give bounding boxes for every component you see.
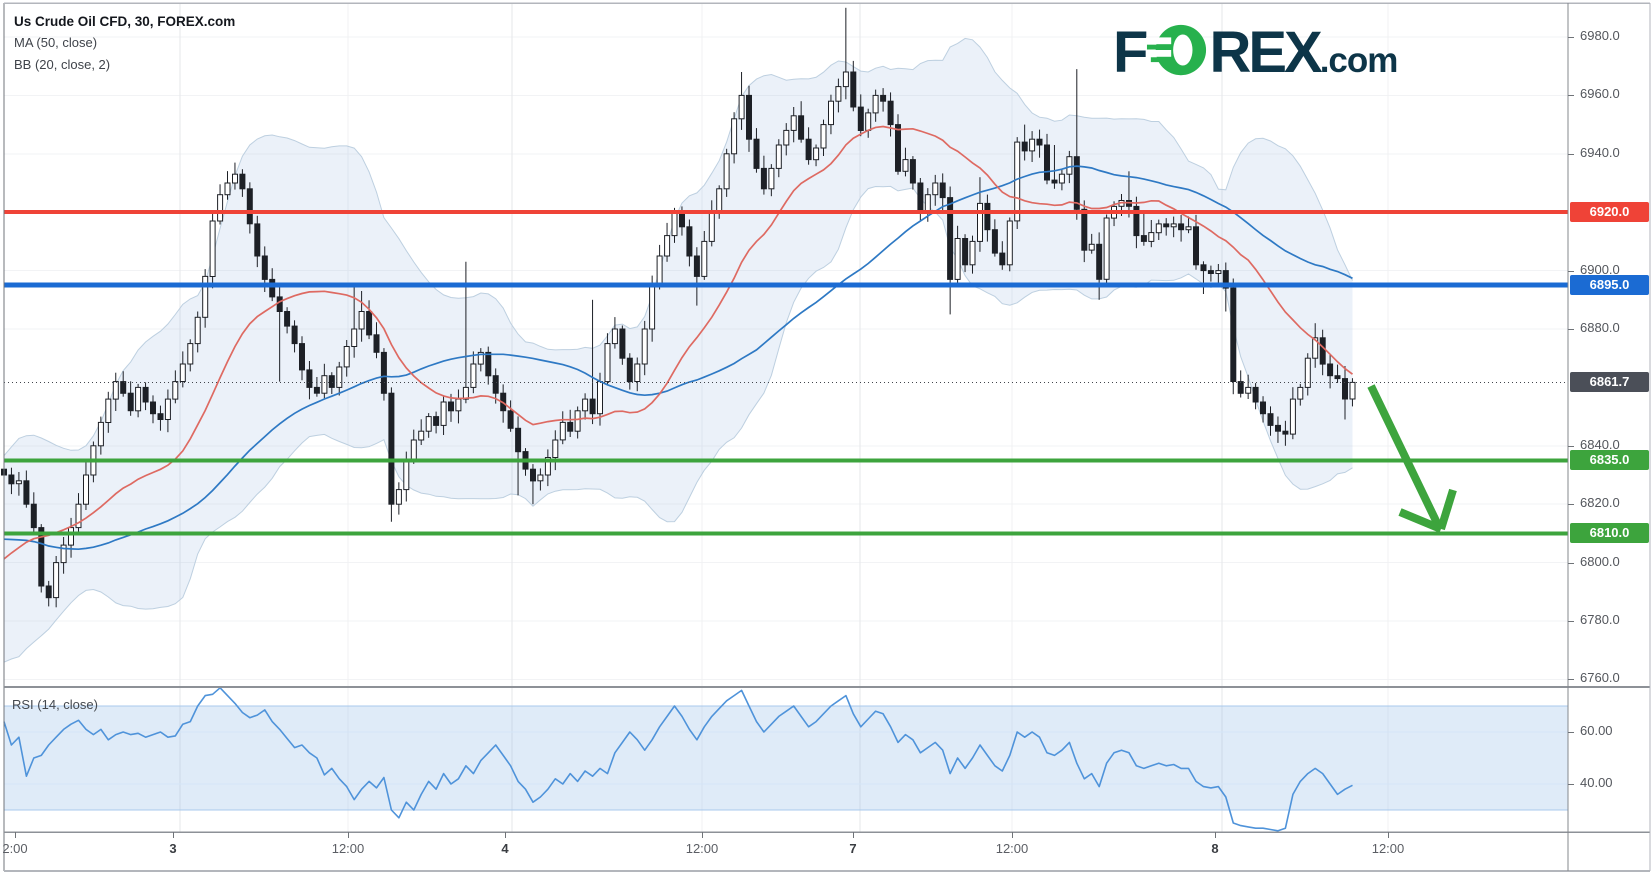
time-tickmark [1388, 832, 1389, 838]
price-tickmark [1568, 95, 1574, 97]
forex-logo: F REX .com [1113, 19, 1399, 85]
time-tickmark [15, 832, 16, 838]
rsi-tickmark [1568, 732, 1574, 733]
horizontal-level-lines[interactable] [4, 210, 1568, 536]
symbol-title: Us Crude Oil CFD, 30, FOREX.com [14, 14, 236, 29]
time-tickmark [348, 832, 349, 838]
legend: Us Crude Oil CFD, 30, FOREX.com MA (50, … [14, 12, 235, 76]
time-label-12:00: 12:00 [685, 841, 719, 856]
time-tickmark [1012, 832, 1013, 838]
time-label-3: 3 [169, 841, 177, 856]
price-tick-6820.0: 6820.0 [1580, 495, 1620, 511]
logo-letter-f: F [1113, 19, 1148, 85]
price-tick-6900.0: 6900.0 [1580, 261, 1620, 277]
price-tickmark [1568, 270, 1574, 272]
price-tickmark [1568, 679, 1574, 681]
down-arrow-annotation[interactable] [1367, 384, 1457, 533]
price-tick-6800.0: 6800.0 [1580, 553, 1620, 569]
price-label-blue-6895.0: 6895.0 [1570, 275, 1649, 296]
logo-com: .com [1319, 41, 1399, 80]
price-tickmark [1568, 329, 1574, 330]
last-price-label: 6861.7 [1570, 372, 1649, 393]
price-tick-6840.0: 6840.0 [1580, 436, 1620, 452]
time-label-4: 4 [501, 841, 509, 856]
rsi-plot [3, 686, 1568, 832]
price-tick-6760.0: 6760.0 [1580, 670, 1620, 686]
time-tickmark [505, 832, 506, 838]
price-tickmark [1568, 621, 1574, 622]
price-tick-6940.0: 6940.0 [1580, 144, 1620, 160]
time-label-12:00: 12:00 [331, 841, 365, 856]
price-tickmark [1568, 562, 1574, 564]
pane-borders [3, 2, 1651, 872]
time-tickmark [702, 832, 703, 838]
price-tickmark [1568, 445, 1574, 447]
time-label-12:00: 12:00 [995, 841, 1029, 856]
price-tick-6980.0: 6980.0 [1580, 28, 1620, 43]
logo-letters-rex: REX [1209, 19, 1322, 85]
rsi-label: RSI (14, close) [12, 697, 98, 712]
price-label-green-6835.0: 6835.0 [1570, 450, 1649, 471]
time-tickmark [853, 832, 854, 838]
logo-o-icon [1145, 22, 1209, 83]
price-label-red-6920.0: 6920.0 [1570, 202, 1649, 223]
rsi-tickmark [1568, 784, 1574, 785]
legend-ma: MA (50, close) [14, 35, 98, 50]
time-label-7: 7 [849, 841, 857, 856]
rsi-tick-60.00: 60.00 [1580, 723, 1613, 738]
rsi-tick-40.00: 40.00 [1580, 775, 1613, 790]
time-label-8: 8 [1211, 841, 1219, 856]
time-tickmark [173, 832, 174, 838]
price-label-green-6810.0: 6810.0 [1570, 523, 1649, 544]
candlesticks [1, 7, 1356, 608]
price-tickmark [1568, 37, 1574, 38]
legend-bb: BB (20, close, 2) [14, 57, 111, 72]
time-tickmark [1215, 832, 1216, 838]
time-label-2:00: 2:00 [2, 841, 28, 856]
price-tick-6960.0: 6960.0 [1580, 86, 1620, 102]
moving-average-lines [3, 125, 1354, 560]
price-tick-6880.0: 6880.0 [1580, 320, 1620, 335]
time-label-12:00: 12:00 [1371, 841, 1405, 856]
price-tickmark [1568, 153, 1574, 155]
price-tick-6780.0: 6780.0 [1580, 612, 1620, 627]
price-tickmark [1568, 504, 1574, 506]
